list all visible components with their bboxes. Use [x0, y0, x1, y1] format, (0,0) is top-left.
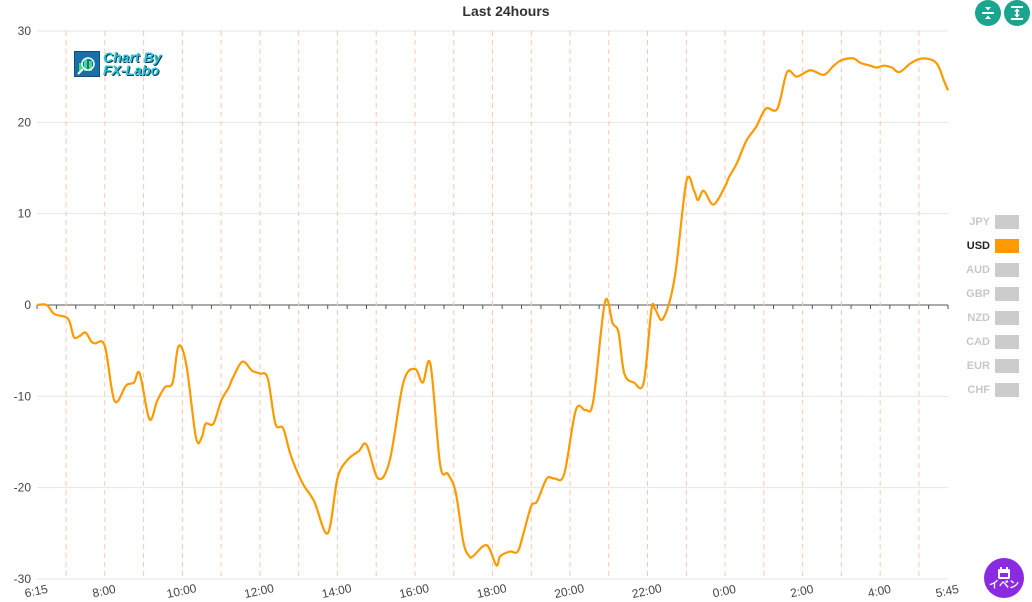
legend-item-eur[interactable]: EUR	[955, 354, 1019, 378]
legend-swatch	[995, 239, 1019, 253]
legend-item-aud[interactable]: AUD	[955, 258, 1019, 282]
y-tick-label: 30	[18, 24, 32, 38]
tick-labels: 30 20 10 0 -10 -20 -306:15 8:00 10:00 12:00 14:00 1…	[14, 24, 961, 601]
series-layer	[36, 57, 950, 567]
x-tick-label: 10:00	[165, 581, 198, 601]
x-tick-label: 18:00	[476, 581, 509, 601]
legend-swatch	[995, 311, 1019, 325]
legend-item-nzd[interactable]: NZD	[955, 306, 1019, 330]
y-tick-label: 20	[18, 115, 32, 129]
event-button-label: イベン	[989, 579, 1019, 591]
chart-logo-icon	[74, 51, 100, 77]
legend-swatch	[995, 287, 1019, 301]
x-tick-label: 8:00	[91, 582, 117, 601]
expand-vertical-icon	[1011, 6, 1023, 20]
legend-swatch	[995, 383, 1019, 397]
collapse-vertical-icon	[982, 7, 994, 19]
legend-label: NZD	[967, 312, 990, 324]
legend-label: GBP	[966, 288, 990, 300]
x-tick-label: 22:00	[631, 581, 664, 601]
logo-line-1: Chart By	[103, 49, 162, 65]
y-tick-label: 0	[24, 298, 31, 312]
legend-swatch	[995, 359, 1019, 373]
legend-item-cad[interactable]: CAD	[955, 330, 1019, 354]
x-tick-label: 5:45	[934, 582, 960, 601]
expand-vertical-button[interactable]	[1004, 0, 1030, 26]
legend-label: CAD	[966, 336, 990, 348]
legend-label: AUD	[966, 264, 990, 276]
legend-swatch	[995, 215, 1019, 229]
x-tick-label: 0:00	[711, 582, 737, 601]
x-tick-label: 20:00	[553, 581, 586, 601]
legend-label: CHF	[967, 384, 990, 396]
brand-logo: Chart By FX-Labo	[74, 49, 162, 78]
series-line-usd	[36, 57, 950, 567]
grid-lines	[37, 30, 948, 580]
x-tick-label: 16:00	[398, 581, 431, 601]
legend-item-jpy[interactable]: JPY	[955, 210, 1019, 234]
legend-label: JPY	[969, 216, 990, 228]
calendar-icon	[998, 566, 1010, 579]
x-tick-label: 4:00	[866, 582, 892, 601]
x-tick-label: 12:00	[243, 581, 276, 601]
legend: JPY USD AUD GBP NZD CAD EUR CHF	[955, 210, 1019, 402]
x-tick-label: 2:00	[789, 582, 815, 601]
legend-item-gbp[interactable]: GBP	[955, 282, 1019, 306]
y-tick-label: 10	[18, 207, 32, 221]
x-tick-label: 14:00	[320, 581, 353, 601]
axes	[36, 305, 949, 309]
legend-label: USD	[966, 240, 990, 252]
legend-item-chf[interactable]: CHF	[955, 378, 1019, 402]
x-tick-label: 6:15	[23, 582, 49, 601]
legend-swatch	[995, 335, 1019, 349]
y-tick-label: -30	[14, 572, 32, 586]
legend-swatch	[995, 263, 1019, 277]
y-tick-label: -20	[14, 481, 32, 495]
logo-text: Chart By FX-Labo	[103, 49, 162, 78]
event-calendar-button[interactable]: イベン	[984, 558, 1024, 598]
collapse-vertical-button[interactable]	[975, 0, 1001, 26]
logo-line-2: FX-Labo	[103, 62, 159, 78]
y-tick-label: -10	[14, 389, 32, 403]
chart-title: Last 24hours	[462, 3, 550, 19]
legend-label: EUR	[966, 360, 990, 372]
legend-item-usd[interactable]: USD	[955, 234, 1019, 258]
